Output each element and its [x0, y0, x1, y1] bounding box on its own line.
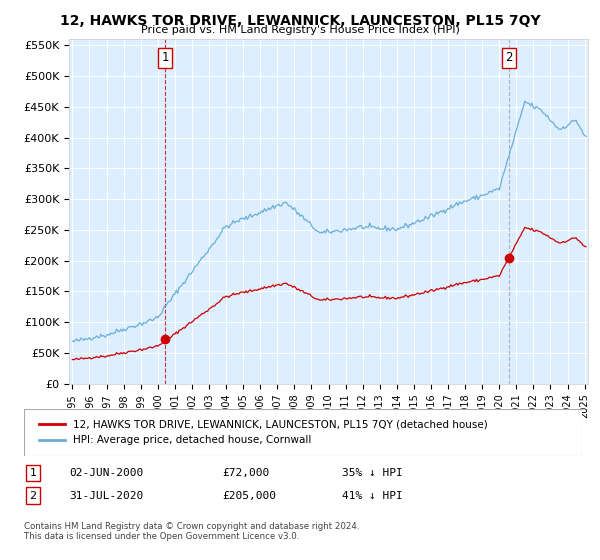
- Text: Price paid vs. HM Land Registry's House Price Index (HPI): Price paid vs. HM Land Registry's House …: [140, 25, 460, 35]
- Text: 35% ↓ HPI: 35% ↓ HPI: [342, 468, 403, 478]
- Text: Contains HM Land Registry data © Crown copyright and database right 2024.
This d: Contains HM Land Registry data © Crown c…: [24, 522, 359, 542]
- Legend: 12, HAWKS TOR DRIVE, LEWANNICK, LAUNCESTON, PL15 7QY (detached house), HPI: Aver: 12, HAWKS TOR DRIVE, LEWANNICK, LAUNCEST…: [35, 416, 492, 449]
- Text: 31-JUL-2020: 31-JUL-2020: [69, 491, 143, 501]
- Text: £205,000: £205,000: [222, 491, 276, 501]
- Text: 2: 2: [29, 491, 37, 501]
- Text: 12, HAWKS TOR DRIVE, LEWANNICK, LAUNCESTON, PL15 7QY: 12, HAWKS TOR DRIVE, LEWANNICK, LAUNCEST…: [59, 14, 541, 28]
- Text: £72,000: £72,000: [222, 468, 269, 478]
- Text: 1: 1: [29, 468, 37, 478]
- Text: 41% ↓ HPI: 41% ↓ HPI: [342, 491, 403, 501]
- Text: 02-JUN-2000: 02-JUN-2000: [69, 468, 143, 478]
- FancyBboxPatch shape: [24, 409, 582, 456]
- Text: 1: 1: [161, 51, 169, 64]
- Text: 2: 2: [505, 51, 513, 64]
